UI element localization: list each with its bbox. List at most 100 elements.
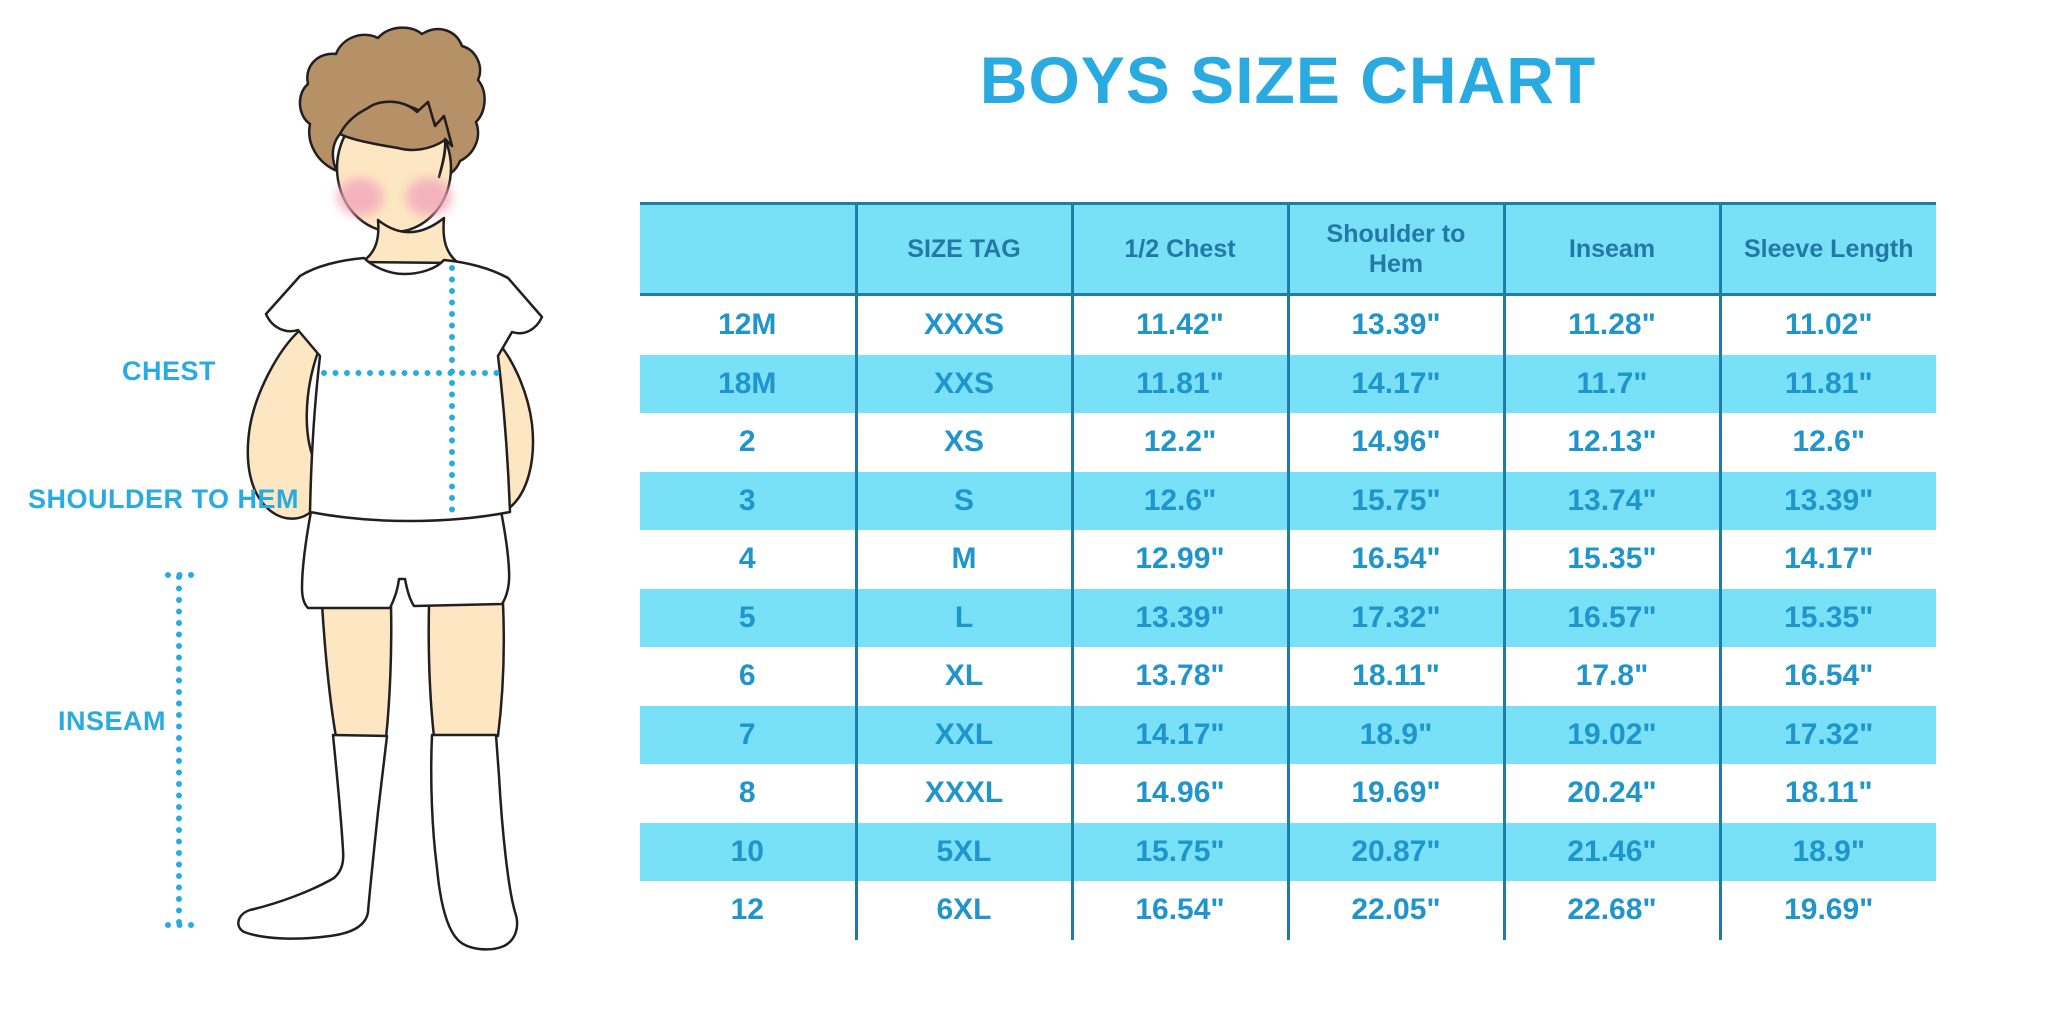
table-row: 8 XXXL 14.96" 19.69" 20.24" 18.11" [640, 764, 1936, 823]
header-cell-sleeve-length: Sleeve Length [1718, 202, 1936, 296]
boy-right-sock [429, 733, 519, 951]
inseam-label: INSEAM [57, 706, 166, 736]
cell-sleeve-length: 13.39" [1718, 471, 1936, 530]
header-row: SIZE TAG 1/2 Chest Shoulder to Hem Insea… [640, 202, 1936, 296]
shoulder-to-hem-label: SHOULDER TO HEM [28, 484, 300, 514]
cell-half-chest: 12.6" [1070, 471, 1288, 530]
header-cell-size-tag: SIZE TAG [854, 202, 1072, 296]
cell-size-tag: 5XL [854, 822, 1072, 881]
cell-inseam: 11.28" [1502, 294, 1720, 355]
cell-age-size: 10 [640, 822, 856, 881]
cell-half-chest: 12.99" [1070, 530, 1288, 589]
cell-size-tag: XXL [854, 705, 1072, 764]
header-cell-shoulder-to-hem: Shoulder to Hem [1286, 202, 1504, 296]
cell-shoulder-to-hem: 14.17" [1286, 354, 1504, 413]
cell-age-size: 5 [640, 588, 856, 647]
cell-sleeve-length: 18.9" [1718, 822, 1936, 881]
cell-sleeve-length: 19.69" [1718, 881, 1936, 940]
table-row: 3 S 12.6" 15.75" 13.74" 13.39" [640, 471, 1936, 530]
cell-sleeve-length: 11.02" [1718, 294, 1936, 355]
boy-fringe [338, 100, 454, 179]
cell-size-tag: XS [854, 413, 1072, 472]
cell-shoulder-to-hem: 18.9" [1286, 705, 1504, 764]
cell-shoulder-to-hem: 18.11" [1286, 647, 1504, 706]
cell-inseam: 11.7" [1502, 354, 1720, 413]
cell-age-size: 4 [738, 542, 756, 576]
cell-inseam: 22.68" [1502, 881, 1720, 940]
table-row: 2 XS 12.2" 14.96" 12.13" 12.6" [640, 413, 1936, 472]
cell-age-size: 7 [640, 705, 856, 764]
boy-left-sock [237, 733, 389, 940]
cell-inseam: 13.74" [1502, 471, 1720, 530]
page-title: BOYS SIZE CHART [979, 43, 1597, 117]
cell-age-size: 18M [640, 354, 856, 413]
cell-age-size: 3 [640, 471, 856, 530]
cell-inseam: 21.46" [1502, 822, 1720, 881]
cell-shoulder-to-hem: 19.69" [1286, 764, 1504, 823]
cell-age-size: 12 [730, 893, 764, 927]
cell-half-chest: 14.96" [1070, 764, 1288, 823]
cell-size-tag: XXS [854, 354, 1072, 413]
table-row: 12M XXXS 11.42" 13.39" 11.28" 11.02" [640, 294, 1936, 355]
cell-half-chest: 14.17" [1070, 705, 1288, 764]
cell-age-size: 2 [738, 425, 756, 459]
cell-half-chest: 15.75" [1070, 822, 1288, 881]
cell-half-chest: 12.2" [1070, 413, 1288, 472]
cell-size-tag: M [854, 530, 1072, 589]
cell-shoulder-to-hem: 17.32" [1286, 588, 1504, 647]
cell-sleeve-length: 16.54" [1718, 647, 1936, 706]
cell-sleeve-length: 18.11" [1718, 764, 1936, 823]
table-row: 10 5XL 15.75" 20.87" 21.46" 18.9" [640, 822, 1936, 881]
table-row: 18M XXS 11.81" 14.17" 11.7" 11.81" [640, 354, 1936, 413]
header-cell-half-chest: 1/2 Chest [1070, 202, 1288, 296]
cell-shoulder-to-hem: 15.75" [1286, 471, 1504, 530]
cell-half-chest: 11.81" [1070, 354, 1288, 413]
cell-shoulder-to-hem: 22.05" [1286, 881, 1504, 940]
cell-inseam: 12.13" [1502, 413, 1720, 472]
cell-shoulder-to-hem: 16.54" [1286, 530, 1504, 589]
table-row: 5 L 13.39" 17.32" 16.57" 15.35" [640, 588, 1936, 647]
boy-measurement-illustration [165, 26, 544, 951]
cell-half-chest: 11.42" [1070, 294, 1288, 355]
cell-inseam: 20.24" [1502, 764, 1720, 823]
cell-size-tag: XL [854, 647, 1072, 706]
boy-left-cheek [337, 178, 383, 216]
cell-age-size: 6 [738, 659, 756, 693]
cell-half-chest: 16.54" [1070, 881, 1288, 940]
cell-age-size: 8 [738, 776, 756, 810]
cell-shoulder-to-hem: 20.87" [1286, 822, 1504, 881]
cell-size-tag: S [854, 471, 1072, 530]
table-row: 4 M 12.99" 16.54" 15.35" 14.17" [640, 530, 1936, 589]
boy-right-leg [427, 601, 506, 739]
size-table-body: 12M XXXS 11.42" 13.39" 11.28" 11.02" 18M… [640, 294, 1936, 940]
cell-size-tag: XXXL [854, 764, 1072, 823]
table-row: 12 6XL 16.54" 22.05" 22.68" 19.69" [640, 881, 1936, 940]
cell-shoulder-to-hem: 14.96" [1286, 413, 1504, 472]
cell-inseam: 17.8" [1502, 647, 1720, 706]
boy-tshirt [264, 256, 544, 523]
boy-right-cheek [406, 178, 452, 216]
cell-inseam: 16.57" [1502, 588, 1720, 647]
cell-sleeve-length: 17.32" [1718, 705, 1936, 764]
cell-sleeve-length: 12.6" [1718, 413, 1936, 472]
cell-half-chest: 13.39" [1070, 588, 1288, 647]
cell-size-tag: L [854, 588, 1072, 647]
table-row: 6 XL 13.78" 18.11" 17.8" 16.54" [640, 647, 1936, 706]
boy-left-leg [320, 602, 393, 740]
size-table-header: SIZE TAG 1/2 Chest Shoulder to Hem Insea… [640, 202, 1936, 296]
cell-age-size: 12M [718, 308, 777, 342]
cell-inseam: 19.02" [1502, 705, 1720, 764]
cell-inseam: 15.35" [1502, 530, 1720, 589]
boy-neck [360, 216, 460, 265]
header-cell-blank [640, 202, 856, 296]
cell-sleeve-length: 14.17" [1718, 530, 1936, 589]
cell-sleeve-length: 11.81" [1718, 354, 1936, 413]
header-cell-inseam: Inseam [1502, 202, 1720, 296]
cell-shoulder-to-hem: 13.39" [1286, 294, 1504, 355]
chest-label: CHEST [121, 356, 216, 386]
boy-left-arm [246, 328, 320, 520]
table-row: 7 XXL 14.17" 18.9" 19.02" 17.32" [640, 705, 1936, 764]
cell-half-chest: 13.78" [1070, 647, 1288, 706]
size-table: SIZE TAG 1/2 Chest Shoulder to Hem Insea… [640, 202, 1936, 940]
